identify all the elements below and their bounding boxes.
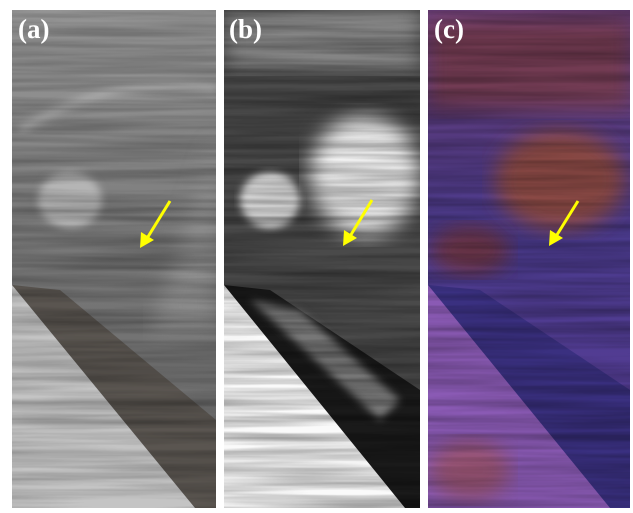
figure: (a) (b) (c) <box>0 0 633 513</box>
texture <box>224 10 420 508</box>
texture <box>12 10 216 508</box>
page: {"panels": [{"label": "(a)"}, {"label": … <box>0 0 633 513</box>
panel-label: (a) <box>18 14 49 44</box>
panel-label: (b) <box>229 14 262 44</box>
texture <box>428 10 630 508</box>
panel-a <box>12 10 216 508</box>
panel-c <box>428 10 630 508</box>
panel-b <box>224 10 420 508</box>
panel-label: (c) <box>434 14 464 44</box>
